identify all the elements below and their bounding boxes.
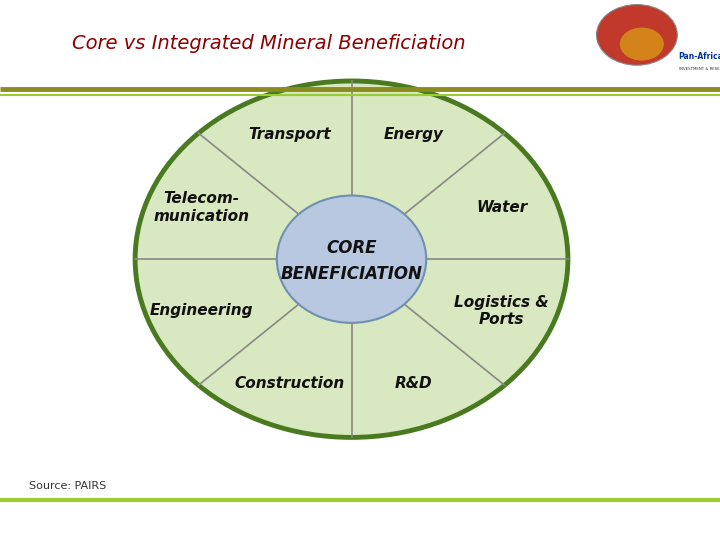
Text: INVESTMENT & RESEARCH SERVICES: INVESTMENT & RESEARCH SERVICES: [678, 67, 720, 71]
Text: Engineering: Engineering: [150, 303, 253, 318]
Text: Construction: Construction: [234, 376, 344, 391]
Ellipse shape: [277, 195, 426, 323]
Text: Energy: Energy: [384, 127, 444, 142]
Text: Logistics &
Ports: Logistics & Ports: [454, 294, 549, 327]
Text: Transport: Transport: [248, 127, 330, 142]
Text: Core vs Integrated Mineral Beneficiation: Core vs Integrated Mineral Beneficiation: [72, 34, 466, 53]
Text: R&D: R&D: [395, 376, 433, 391]
Text: Pan-African: Pan-African: [678, 52, 720, 62]
Text: CORE: CORE: [326, 239, 377, 257]
Circle shape: [620, 28, 664, 60]
Text: Telecom-
munication: Telecom- munication: [153, 192, 249, 224]
Ellipse shape: [135, 81, 568, 437]
Text: Slide # 27: Slide # 27: [328, 515, 392, 528]
Text: Water: Water: [476, 200, 527, 215]
Text: Source: PAIRS: Source: PAIRS: [29, 481, 106, 491]
Circle shape: [596, 5, 678, 65]
Text: BENEFICIATION: BENEFICIATION: [281, 266, 423, 284]
